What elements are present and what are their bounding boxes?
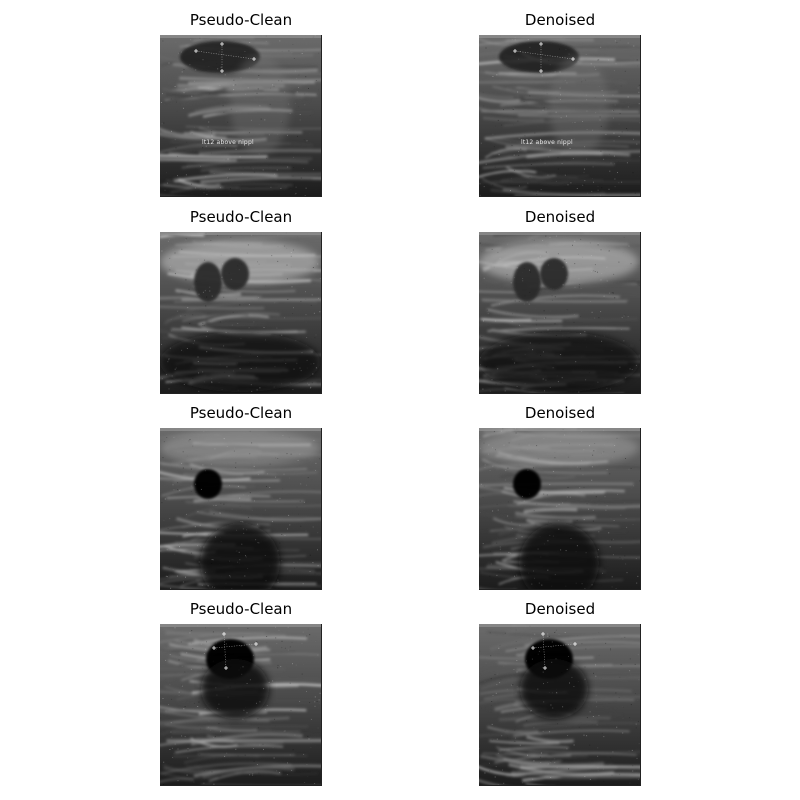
ultrasound-image: lt12 above nippl xyxy=(160,35,322,197)
panel-title: Denoised xyxy=(524,208,596,226)
panel-title: Pseudo-Clean xyxy=(189,600,293,618)
image-annotation-text: lt12 above nippl xyxy=(202,139,254,146)
panel-title: Pseudo-Clean xyxy=(189,404,293,422)
panel-title: Denoised xyxy=(524,11,596,29)
ultrasound-image: lt12 above nippl xyxy=(479,35,641,197)
image-annotation-text: lt12 above nippl xyxy=(521,139,573,146)
ultrasound-image xyxy=(160,428,322,590)
ultrasound-image xyxy=(160,624,322,786)
panel-title: Denoised xyxy=(524,404,596,422)
panel-title: Denoised xyxy=(524,600,596,618)
ultrasound-image xyxy=(479,428,641,590)
ultrasound-image xyxy=(479,624,641,786)
panel-title: Pseudo-Clean xyxy=(189,208,293,226)
ultrasound-image xyxy=(160,232,322,394)
ultrasound-image xyxy=(479,232,641,394)
panel-title: Pseudo-Clean xyxy=(189,11,293,29)
